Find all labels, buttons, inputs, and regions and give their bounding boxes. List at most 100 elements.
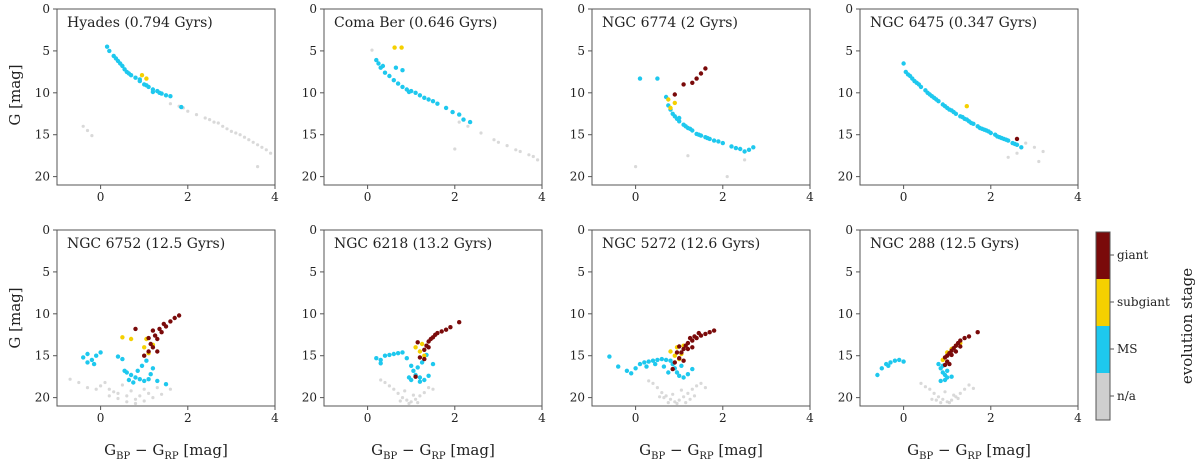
point-subgiant	[672, 100, 677, 106]
point-MS	[461, 117, 466, 122]
point-MS	[128, 372, 134, 378]
point-subgiant	[392, 45, 397, 50]
panel-8: 0 2 4 0 5 10 15 20 NGC 288 (12.5 Gyrs)	[838, 223, 1082, 425]
point-na	[238, 133, 242, 137]
panel-title: NGC 6752 (12.5 Gyrs)	[67, 236, 225, 252]
axes-frame	[591, 8, 811, 186]
xtick-label: 4	[538, 411, 546, 425]
ytick-label: 0	[309, 2, 317, 16]
ytick-label: 5	[42, 265, 50, 279]
ytick-label: 10	[302, 86, 317, 100]
point-MS	[729, 144, 734, 149]
point-na	[242, 135, 247, 139]
point-subgiant	[964, 104, 969, 109]
point-na	[958, 15, 962, 19]
point-na	[527, 153, 531, 157]
point-subgiant	[419, 341, 425, 347]
point-MS	[168, 94, 173, 99]
point-giant	[152, 333, 158, 338]
point-na	[492, 138, 496, 142]
point-na	[686, 154, 690, 158]
ytick-label: 0	[577, 223, 585, 237]
colorbar-segment-ms	[1096, 326, 1110, 373]
point-MS	[907, 73, 913, 79]
point-na	[422, 391, 426, 395]
point-MS	[879, 366, 884, 371]
point-giant	[707, 330, 712, 335]
point-MS	[637, 361, 643, 367]
point-giant	[703, 66, 708, 71]
point-giant	[172, 315, 177, 321]
point-MS	[942, 104, 948, 109]
panel-title: Coma Ber (0.646 Gyrs)	[334, 15, 497, 31]
ytick-label: 15	[35, 349, 50, 363]
point-MS	[964, 117, 969, 122]
point-MS	[916, 82, 922, 87]
point-MS	[126, 71, 132, 76]
point-giant	[958, 344, 963, 349]
point-na	[496, 140, 500, 144]
ylabel-bottom: G [mag]	[6, 287, 24, 348]
ytick-label: 15	[302, 128, 317, 142]
point-MS	[644, 364, 649, 369]
point-na	[923, 385, 928, 389]
point-giant	[703, 331, 708, 337]
point-MS	[374, 356, 379, 361]
xtick-label: 0	[900, 190, 908, 204]
ytick-label: 5	[309, 44, 317, 58]
xtick-label: 4	[806, 411, 814, 425]
point-MS	[411, 368, 416, 373]
point-na	[160, 392, 164, 396]
point-na	[947, 401, 952, 405]
ytick-label: 0	[577, 2, 585, 16]
point-na	[958, 391, 962, 395]
panel-title: NGC 5272 (12.6 Gyrs)	[602, 236, 760, 252]
ytick-label: 0	[42, 2, 50, 16]
point-giant	[966, 334, 972, 339]
point-MS	[107, 48, 112, 54]
point-MS	[380, 63, 386, 69]
ytick-label: 20	[838, 391, 853, 405]
panel-title: Hyades (0.794 Gyrs)	[67, 15, 213, 31]
point-giant	[415, 340, 420, 345]
point-na	[208, 118, 212, 122]
point-na	[168, 102, 172, 106]
point-MS	[751, 145, 756, 150]
ytick-label: 20	[35, 170, 50, 184]
colorbar-label-giant: giant	[1117, 248, 1148, 262]
point-giant	[146, 349, 151, 354]
point-na	[536, 158, 540, 162]
point-giant	[448, 325, 453, 330]
point-na	[453, 147, 457, 151]
point-MS	[422, 377, 427, 383]
point-MS	[653, 361, 658, 367]
point-na	[416, 401, 420, 405]
point-na	[1041, 149, 1045, 154]
point-na	[660, 391, 664, 395]
point-na	[928, 387, 932, 391]
point-MS	[94, 353, 99, 358]
point-na	[85, 128, 90, 133]
point-na	[950, 398, 954, 402]
point-na	[103, 380, 107, 385]
point-MS	[716, 139, 721, 144]
point-na	[682, 395, 686, 399]
point-giant	[681, 82, 686, 87]
point-MS	[146, 377, 151, 382]
point-na	[466, 124, 470, 128]
point-giant	[155, 336, 160, 342]
xtick-label: 0	[97, 411, 105, 425]
point-MS	[118, 61, 123, 66]
point-MS	[705, 135, 710, 141]
point-MS	[409, 377, 414, 383]
point-giant	[422, 347, 427, 352]
point-MS	[666, 370, 671, 375]
point-MS	[938, 378, 943, 384]
point-MS	[450, 109, 455, 115]
xtick-label: 0	[632, 411, 640, 425]
point-na	[531, 154, 535, 159]
colorbar-label-na: n/a	[1117, 389, 1136, 403]
xtick-label: 2	[719, 190, 727, 204]
point-na	[81, 124, 85, 128]
point-MS	[179, 104, 184, 110]
